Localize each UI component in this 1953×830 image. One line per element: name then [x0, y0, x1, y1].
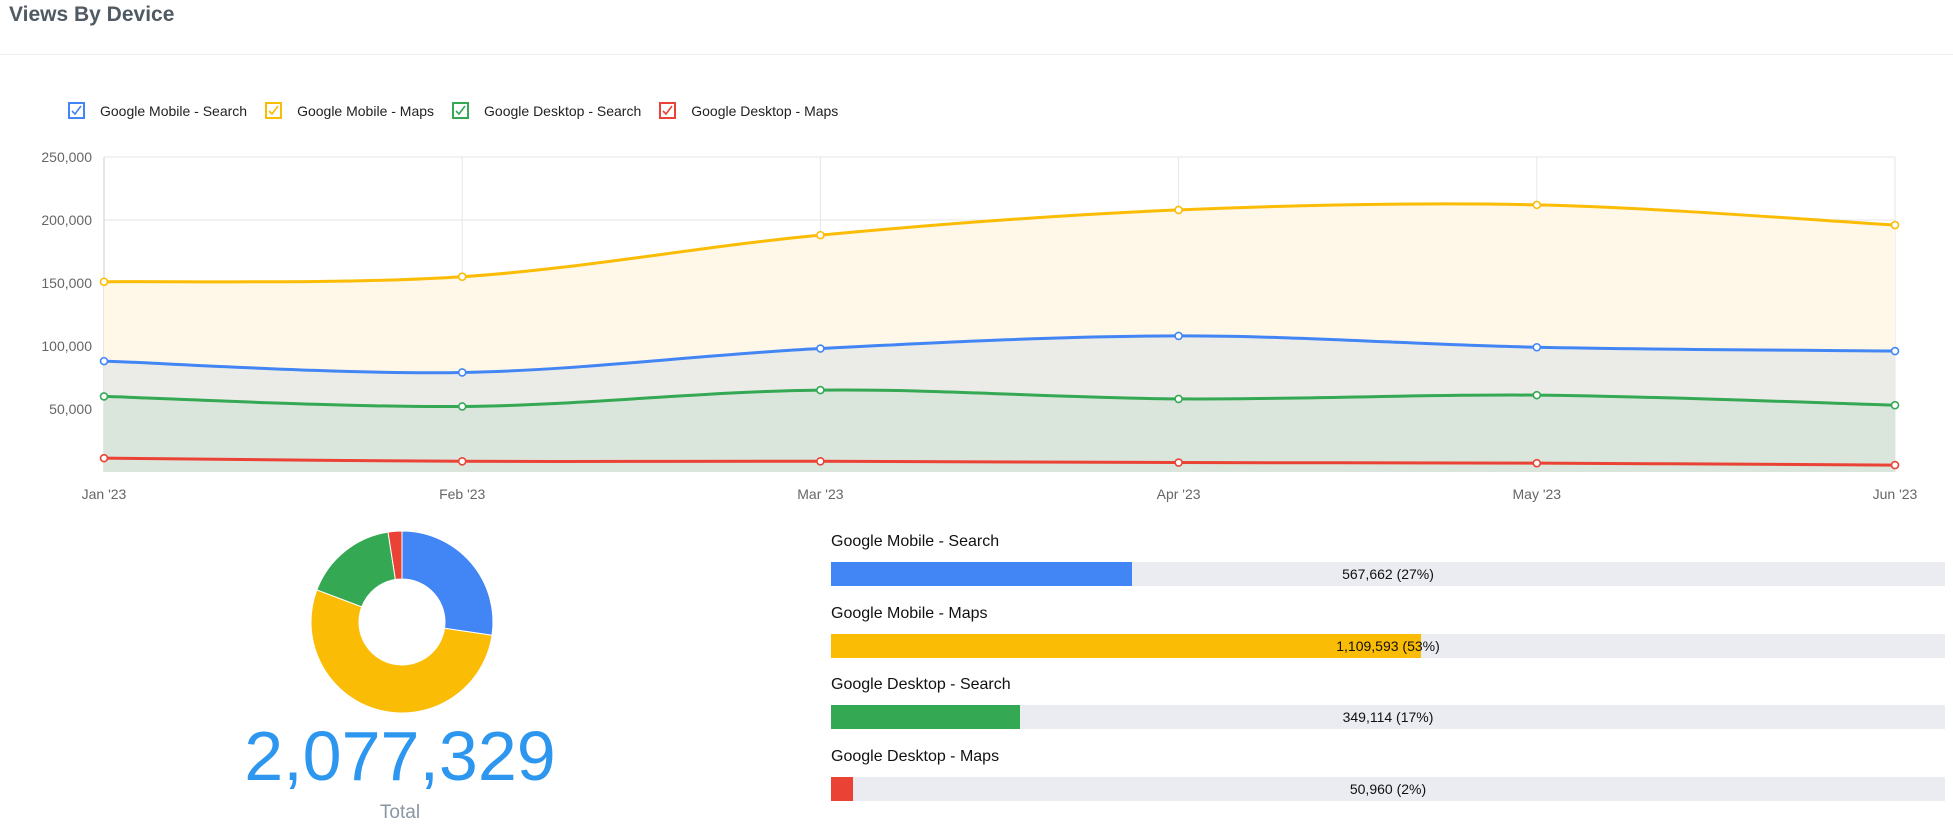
total-views-label: Total — [379, 802, 421, 823]
data-point — [1890, 400, 1900, 410]
data-point — [99, 392, 109, 401]
y-tick-label: 100,000 — [41, 338, 92, 354]
legend-label: Google Desktop - Search — [484, 102, 642, 119]
data-point — [1174, 458, 1183, 467]
progress-bar-fill — [831, 562, 1132, 586]
checkbox-checked-icon[interactable] — [265, 102, 283, 119]
data-point — [816, 230, 825, 240]
legend-item-desktop-maps[interactable]: Google Desktop - Maps — [659, 102, 838, 119]
progress-bar-fill — [831, 633, 1422, 658]
checkbox-checked-icon[interactable] — [68, 102, 85, 119]
data-point — [816, 344, 825, 353]
data-point — [99, 356, 109, 366]
legend-label: Google Mobile - Maps — [297, 102, 435, 119]
breakdown-row-mobile-search: Google Mobile - Search 567,662 (27%) — [831, 530, 1945, 602]
data-point — [1890, 220, 1900, 230]
legend-item-desktop-search[interactable]: Google Desktop - Search — [452, 102, 641, 119]
data-point — [1174, 331, 1183, 341]
views-donut-chart — [310, 530, 494, 714]
progress-bar-track: 50,960 (2%) — [831, 776, 1945, 801]
total-views-value: 2,077,329 — [244, 717, 556, 795]
legend-item-mobile-search[interactable]: Google Mobile - Search — [68, 102, 247, 119]
legend-label: Google Desktop - Maps — [691, 102, 839, 119]
progress-bar-fill — [831, 776, 854, 801]
breakdown-label: Google Mobile - Search — [831, 533, 1000, 550]
data-point — [816, 456, 825, 466]
breakdown-value: 567,662 (27%) — [1342, 566, 1434, 582]
legend-label: Google Mobile - Search — [100, 102, 248, 119]
breakdown-value: 50,960 (2%) — [1349, 780, 1427, 797]
breakdown-label: Google Desktop - Maps — [831, 747, 1000, 765]
progress-bar-fill — [831, 705, 1021, 729]
data-point — [1532, 342, 1542, 352]
legend-item-mobile-maps[interactable]: Google Mobile - Maps — [265, 102, 434, 119]
series-line — [103, 202, 1896, 284]
series-area-fill — [104, 389, 1895, 472]
data-point — [1890, 346, 1900, 356]
breakdown-row-desktop-search: Google Desktop - Search 349,114 (17%) — [831, 673, 1945, 745]
breakdown-label: Google Desktop - Search — [831, 676, 1011, 693]
progress-bar-track: 349,114 (17%) — [831, 705, 1945, 729]
breakdown-value: 1,109,593 (53%) — [1336, 637, 1440, 654]
data-point — [99, 277, 109, 287]
checkbox-checked-icon[interactable] — [452, 102, 470, 119]
data-point — [1890, 460, 1900, 470]
data-point — [1532, 458, 1542, 468]
series-line — [103, 334, 1896, 375]
x-tick-label: Jun '23 — [1873, 486, 1918, 502]
x-tick-label: Apr '23 — [1157, 486, 1201, 502]
device-breakdown-bars: Google Mobile - Search 567,662 (27%) Goo… — [831, 530, 1945, 816]
checkbox-checked-icon[interactable] — [659, 102, 677, 119]
progress-bar-track: 1,109,593 (53%) — [831, 633, 1945, 658]
data-point — [1532, 200, 1542, 210]
breakdown-value: 349,114 (17%) — [1342, 709, 1434, 725]
series-line — [103, 388, 1896, 409]
progress-bar-track: 567,662 (27%) — [831, 562, 1945, 586]
y-tick-label: 150,000 — [41, 275, 92, 291]
y-tick-label: 250,000 — [41, 149, 92, 165]
views-area-chart: 250,000 200,000 150,000 100,000 50,000 Jan '2… — [41, 149, 1918, 502]
chart-legend: Google Mobile - Search Google Mobile - M… — [68, 102, 856, 119]
data-point — [1532, 390, 1542, 400]
x-tick-label: Jan '23 — [82, 486, 127, 502]
y-tick-label: 50,000 — [49, 401, 92, 417]
data-point — [99, 453, 109, 463]
data-point — [457, 272, 467, 281]
data-point — [816, 385, 825, 395]
data-point — [1174, 205, 1183, 215]
card-header: Views By Device — [0, 0, 1953, 55]
data-point — [457, 456, 467, 466]
data-point — [457, 368, 467, 377]
breakdown-label: Google Mobile - Maps — [831, 604, 988, 622]
x-tick-label: May '23 — [1513, 486, 1562, 502]
breakdown-row-desktop-maps: Google Desktop - Maps 50,960 (2%) — [831, 745, 1945, 817]
y-tick-label: 200,000 — [41, 212, 92, 228]
donut-slice — [401, 530, 494, 636]
series-line — [103, 456, 1896, 467]
donut-slice — [310, 589, 493, 714]
data-point — [457, 402, 467, 411]
x-tick-label: Mar '23 — [797, 486, 843, 502]
breakdown-row-mobile-maps: Google Mobile - Maps 1,109,593 (53%) — [831, 602, 1945, 674]
page-title: Views By Device — [9, 3, 175, 26]
donut-slice — [387, 530, 403, 581]
data-point — [1174, 394, 1183, 404]
x-tick-label: Feb '23 — [439, 486, 485, 502]
